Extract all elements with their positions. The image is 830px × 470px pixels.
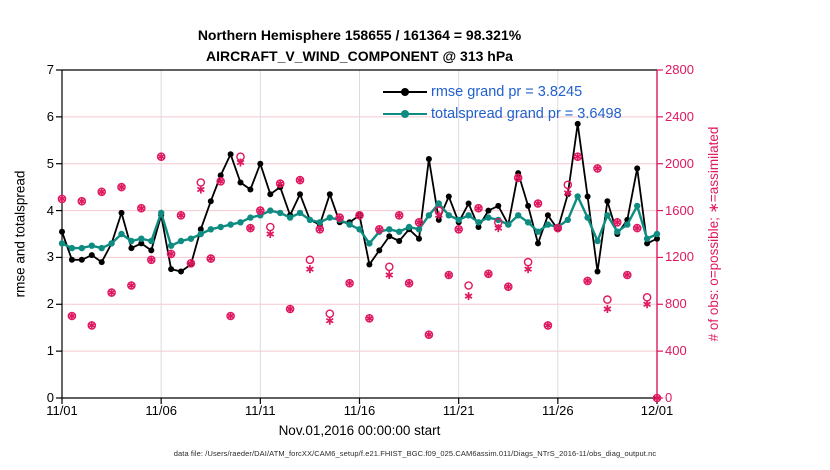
x-tick-label: 12/01	[640, 403, 674, 418]
data-file-path: data file: /Users/raeder/DAI/ATM_forcXX/…	[173, 449, 657, 458]
legend-label-totalspread: totalspread grand pr = 3.6498	[431, 106, 622, 122]
y-tick-label-right: 0	[665, 390, 673, 405]
y-tick-label-left: 0	[46, 390, 54, 405]
obs-assimilated-markers	[58, 152, 661, 402]
y-tick-label-left: 2	[46, 296, 54, 312]
y-tick-label-left: 6	[46, 108, 54, 124]
legend-marker-dot-rmse	[401, 87, 409, 96]
chart-title: Northern Hemisphere 158655 / 161364 = 98…	[62, 25, 657, 67]
legend-item-rmse: rmse grand pr = 3.8245	[383, 81, 622, 103]
legend-label-rmse: rmse grand pr = 3.8245	[431, 84, 583, 100]
y-axis-label-left: rmse and totalspread	[12, 170, 28, 298]
y-tick-label-left: 7	[46, 62, 54, 77]
y-tick-label-right: 2800	[665, 62, 694, 77]
y-tick-label-right: 400	[665, 343, 687, 359]
y-tick-label-right: 1600	[665, 202, 694, 218]
x-tick-label: 11/01	[46, 403, 78, 418]
legend-marker-dot-totalspread	[401, 109, 409, 118]
x-tick-label: 11/21	[442, 403, 475, 418]
legend-line-sample-totalspread	[383, 109, 427, 118]
y-tick-label-left: 4	[46, 202, 54, 218]
totalspread-series	[58, 193, 661, 252]
legend: rmse grand pr = 3.8245 totalspread grand…	[383, 81, 622, 125]
y-tick-label-left: 5	[46, 155, 54, 171]
x-tick-label: 11/06	[145, 403, 177, 418]
y-tick-label-right: 1200	[665, 249, 694, 265]
y-tick-label-right: 800	[665, 296, 687, 312]
legend-line-sample-rmse	[383, 87, 427, 96]
y-tick-label-left: 1	[46, 343, 54, 359]
x-tick-label: 11/26	[542, 403, 574, 418]
y-tick-label-right: 2400	[665, 108, 694, 124]
legend-item-totalspread: totalspread grand pr = 3.6498	[383, 103, 622, 125]
y-tick-label-left: 3	[46, 249, 54, 265]
y-tick-label-right: 2000	[665, 155, 694, 171]
x-axis-label: Nov.01,2016 00:00:00 start	[278, 423, 441, 438]
x-tick-label: 11/16	[343, 403, 376, 418]
chart-title-line1: Northern Hemisphere 158655 / 161364 = 98…	[197, 27, 522, 43]
x-tick-label: 11/11	[245, 403, 276, 418]
chart-title-line2: AIRCRAFT_V_WIND_COMPONENT @ 313 hPa	[206, 48, 513, 64]
